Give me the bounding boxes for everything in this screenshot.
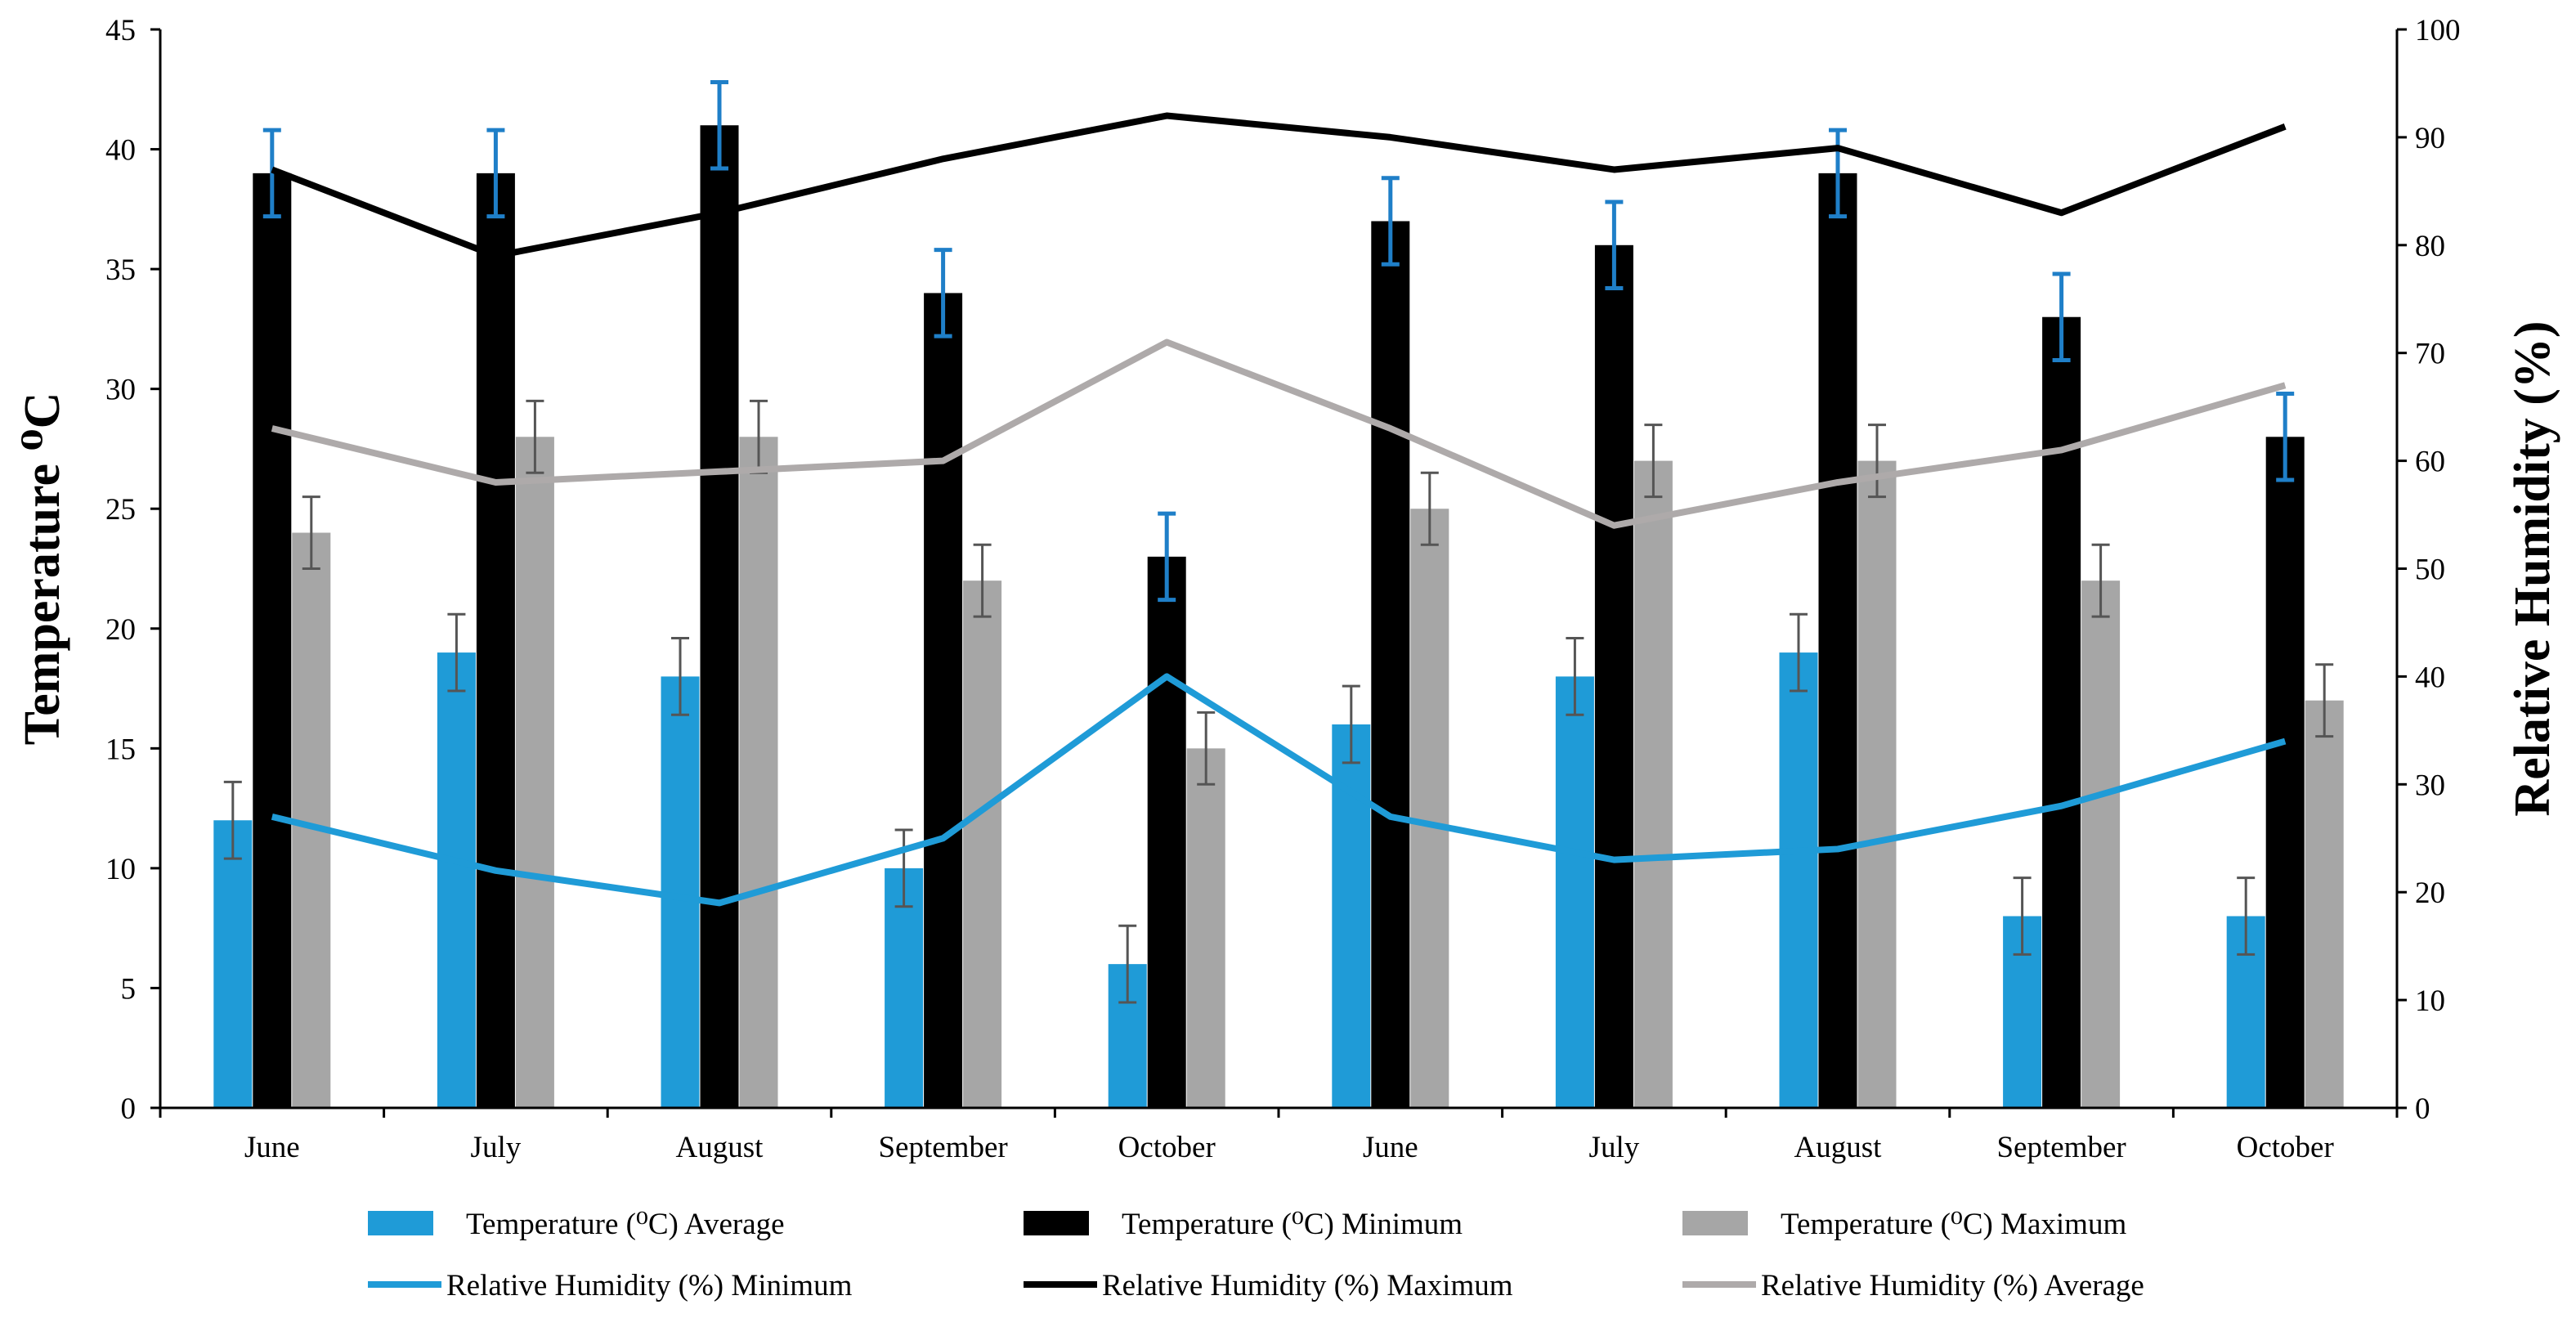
y-tick-label-left: 35: [105, 253, 136, 287]
bar: [1186, 748, 1225, 1108]
legend-label: Relative Humidity (%) Minimum: [446, 1269, 853, 1302]
x-tick-label: September: [1996, 1131, 2126, 1164]
y-tick-label-left: 10: [105, 853, 136, 886]
y-tick-label-right: 100: [2415, 14, 2461, 47]
legend-swatch: [1024, 1211, 1089, 1235]
y-tick-label-left: 0: [121, 1092, 137, 1126]
bar: [213, 820, 253, 1108]
bar: [1633, 460, 1673, 1108]
bar: [476, 173, 515, 1108]
bar: [1594, 244, 1633, 1108]
bar: [253, 173, 292, 1108]
x-tick-label: July: [1589, 1131, 1640, 1164]
bar: [1779, 652, 1818, 1108]
legend-label: Relative Humidity (%) Maximum: [1102, 1269, 1513, 1302]
y-tick-label-right: 50: [2415, 554, 2445, 587]
legend-label: Temperature (⁰C) Maximum: [1781, 1208, 2126, 1241]
x-tick-label: August: [1794, 1131, 1883, 1164]
bars-layer: [213, 125, 2344, 1109]
y-tick-label-left: 20: [105, 613, 136, 647]
bar: [924, 293, 963, 1108]
bar: [1147, 556, 1186, 1108]
y-tick-label-right: 80: [2415, 230, 2445, 263]
x-tick-label: October: [2237, 1131, 2334, 1164]
lines-layer: [271, 112, 2287, 907]
series-line: [271, 112, 2287, 259]
bar: [885, 867, 924, 1108]
y-tick-label-left: 15: [105, 733, 136, 766]
bar: [1857, 460, 1897, 1108]
y-tick-label-left: 40: [105, 134, 136, 168]
bar: [1818, 173, 1857, 1108]
series-line: [271, 338, 2287, 529]
bar: [2042, 316, 2081, 1108]
y-tick-label-left: 45: [105, 14, 136, 47]
bar: [700, 125, 739, 1109]
bar: [515, 437, 554, 1108]
bar: [2265, 437, 2305, 1108]
y-tick-label-right: 60: [2415, 446, 2445, 479]
y-axis-title-left: Temperature ⁰C: [15, 392, 70, 746]
y-tick-label-right: 90: [2415, 122, 2445, 155]
legend: Temperature (⁰C) Average Temperature (⁰C)…: [368, 1208, 2144, 1302]
bar: [2305, 700, 2344, 1108]
legend-swatch: [1682, 1211, 1748, 1235]
x-tick-label: June: [244, 1131, 300, 1164]
bar: [739, 437, 778, 1108]
x-tick-label: September: [878, 1131, 1007, 1164]
y-tick-label-right: 0: [2415, 1092, 2430, 1126]
x-tick-label: June: [1363, 1131, 1418, 1164]
legend-label: Relative Humidity (%) Average: [1761, 1269, 2144, 1302]
y-tick-label-right: 30: [2415, 769, 2445, 802]
error-bars-layer: [223, 79, 2334, 1004]
bar: [1555, 676, 1594, 1108]
y-tick-label-right: 10: [2415, 984, 2445, 1018]
legend-label: Temperature (⁰C) Minimum: [1122, 1208, 1463, 1241]
x-tick-label: July: [471, 1131, 522, 1164]
bar: [963, 581, 1002, 1108]
series-line: [271, 673, 2287, 907]
bar: [1371, 221, 1410, 1108]
bar: [437, 652, 476, 1108]
x-tick-label: October: [1118, 1131, 1216, 1164]
bar: [1410, 509, 1449, 1108]
legend-label: Temperature (⁰C) Average: [466, 1208, 785, 1241]
y-tick-label-left: 5: [121, 972, 137, 1006]
y-axis-title-right: Relative Humidity (%): [2505, 321, 2560, 816]
bar: [2081, 581, 2121, 1108]
y-tick-label-left: 30: [105, 374, 136, 407]
y-tick-label-right: 20: [2415, 876, 2445, 910]
y-tick-label-right: 70: [2415, 338, 2445, 371]
axes-layer: 0 5 10 15 20 25 30 35 40 45 0 10 20 30 40 50 60 70 80 90 100…: [15, 14, 2560, 1164]
legend-swatch: [368, 1211, 433, 1235]
y-tick-label-right: 40: [2415, 661, 2445, 694]
y-tick-label-left: 25: [105, 493, 136, 527]
x-tick-label: August: [676, 1131, 764, 1164]
